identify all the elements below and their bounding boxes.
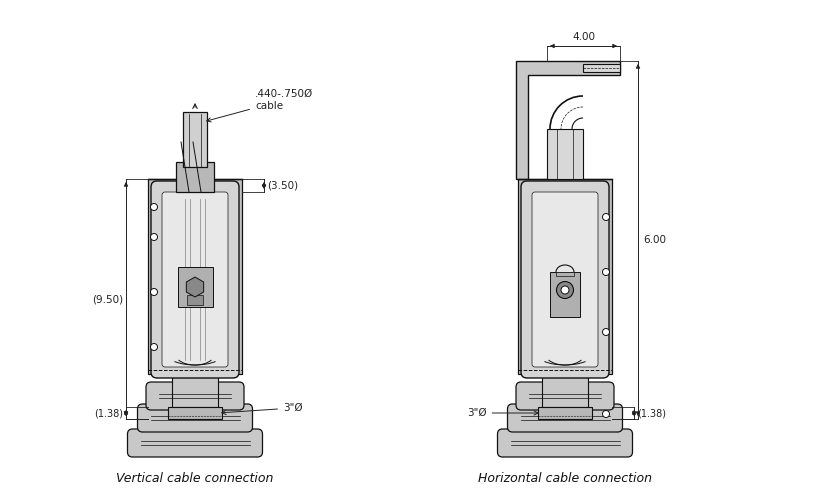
Text: Horizontal cable connection: Horizontal cable connection <box>478 473 652 486</box>
Polygon shape <box>186 277 204 297</box>
Text: (1.38): (1.38) <box>637 408 666 418</box>
Circle shape <box>561 286 569 294</box>
Bar <box>550 272 580 317</box>
FancyBboxPatch shape <box>497 429 632 457</box>
Bar <box>542 377 588 407</box>
Text: 3"Ø: 3"Ø <box>222 403 303 414</box>
Bar <box>176 162 214 192</box>
Bar <box>547 129 583 179</box>
Bar <box>148 179 242 374</box>
FancyBboxPatch shape <box>138 404 252 432</box>
Text: (1.38): (1.38) <box>94 408 123 418</box>
Bar <box>538 407 592 419</box>
Bar <box>183 112 207 167</box>
Circle shape <box>602 411 610 417</box>
FancyBboxPatch shape <box>146 382 244 410</box>
FancyBboxPatch shape <box>507 404 623 432</box>
Polygon shape <box>516 61 620 179</box>
FancyBboxPatch shape <box>521 181 609 378</box>
Bar <box>172 377 218 407</box>
Circle shape <box>151 288 157 296</box>
Text: 3"Ø: 3"Ø <box>467 408 538 418</box>
Bar <box>168 407 222 419</box>
FancyBboxPatch shape <box>128 429 262 457</box>
Text: 6.00: 6.00 <box>643 235 666 245</box>
Text: 4.00: 4.00 <box>572 32 595 42</box>
Circle shape <box>151 203 157 211</box>
Text: (3.50): (3.50) <box>267 180 298 190</box>
Text: .440-.750Ø
cable: .440-.750Ø cable <box>207 89 313 122</box>
Bar <box>177 267 212 307</box>
Circle shape <box>151 343 157 350</box>
Bar <box>187 295 203 305</box>
Text: Vertical cable connection: Vertical cable connection <box>116 473 274 486</box>
Bar <box>556 272 574 276</box>
Bar <box>583 64 620 72</box>
FancyBboxPatch shape <box>516 382 614 410</box>
Circle shape <box>602 268 610 275</box>
Circle shape <box>557 281 574 299</box>
Text: (9.50): (9.50) <box>92 294 123 304</box>
FancyBboxPatch shape <box>151 181 239 378</box>
Circle shape <box>602 329 610 335</box>
FancyBboxPatch shape <box>162 192 228 367</box>
Circle shape <box>602 214 610 221</box>
Bar <box>518 179 612 374</box>
Circle shape <box>151 234 157 241</box>
FancyBboxPatch shape <box>532 192 598 367</box>
